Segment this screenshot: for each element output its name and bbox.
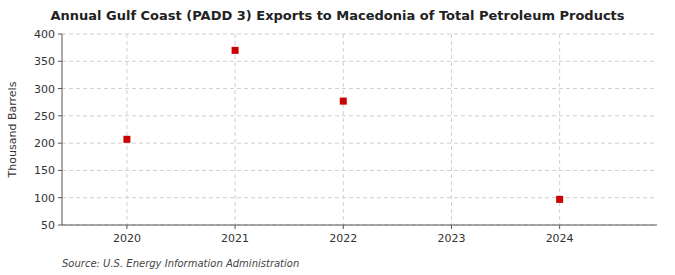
x-tick-label: 2020 xyxy=(113,232,141,245)
x-tick xyxy=(126,225,127,229)
y-tick xyxy=(58,115,62,116)
x-grid-line xyxy=(343,34,344,225)
y-grid-line xyxy=(62,197,657,198)
point xyxy=(340,98,347,105)
points xyxy=(123,47,563,203)
y-grid-line xyxy=(62,88,657,89)
y-grid-line xyxy=(62,34,657,35)
source: Source: U.S. Energy Information Administ… xyxy=(62,258,299,269)
y-grid-line xyxy=(62,61,657,62)
point xyxy=(232,47,239,54)
title: Annual Gulf Coast (PADD 3) Exports to Ma… xyxy=(50,8,624,23)
x-tick xyxy=(343,225,344,229)
y-tick xyxy=(58,34,62,35)
y-tick-label: 200 xyxy=(34,137,55,150)
x-axis-line xyxy=(62,225,657,226)
y-tick-label: 150 xyxy=(34,164,55,177)
point xyxy=(123,136,130,143)
x-tick xyxy=(559,225,560,229)
y-tick-label: 250 xyxy=(34,110,55,123)
y-tick xyxy=(58,170,62,171)
x-grid-line xyxy=(451,34,452,225)
y-axis-label: Thousand Barrels xyxy=(6,81,19,178)
point xyxy=(556,196,563,203)
y-axis-line xyxy=(62,34,63,225)
y-tick-label: 300 xyxy=(34,83,55,96)
x-tick-label: 2022 xyxy=(329,232,357,245)
y-tick xyxy=(58,61,62,62)
axes: 50 100 150 200 250 300 350 400 2020 2021 2022 2023 2… xyxy=(34,28,657,245)
y-tick xyxy=(58,225,62,226)
y-grid-line xyxy=(62,115,657,116)
y-tick xyxy=(58,143,62,144)
chart-container: Annual Gulf Coast (PADD 3) Exports to Ma… xyxy=(0,0,675,275)
x-tick-label: 2021 xyxy=(221,232,249,245)
x-tick-label: 2024 xyxy=(546,232,574,245)
y-grid-line xyxy=(62,143,657,144)
y-tick-label: 50 xyxy=(41,219,55,232)
y-tick xyxy=(58,88,62,89)
x-grid-line xyxy=(235,34,236,225)
chart-svg: Annual Gulf Coast (PADD 3) Exports to Ma… xyxy=(0,0,675,275)
y-grid-line xyxy=(62,170,657,171)
y-tick xyxy=(58,197,62,198)
x-tick xyxy=(235,225,236,229)
grid xyxy=(62,34,657,225)
x-grid-line xyxy=(126,34,127,225)
x-tick xyxy=(451,225,452,229)
y-tick-label: 350 xyxy=(34,55,55,68)
y-tick-label: 100 xyxy=(34,192,55,205)
x-tick-label: 2023 xyxy=(437,232,465,245)
y-tick-label: 400 xyxy=(34,28,55,41)
y-grid-line xyxy=(62,225,657,226)
